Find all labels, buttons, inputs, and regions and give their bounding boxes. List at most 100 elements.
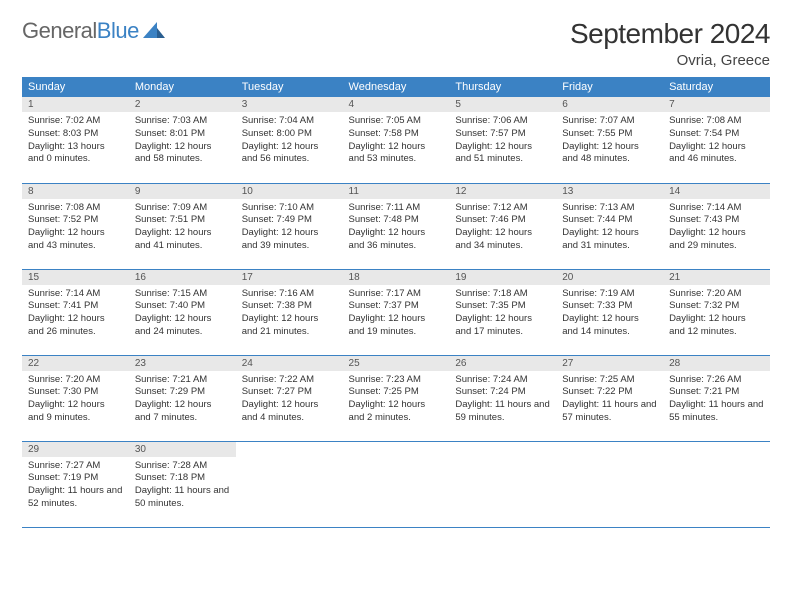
daylight-text: Daylight: 12 hours and 24 minutes. — [135, 313, 230, 339]
day-number: 12 — [449, 184, 556, 199]
day-body: Sunrise: 7:06 AMSunset: 7:57 PMDaylight:… — [449, 112, 556, 172]
calendar-row: 29Sunrise: 7:27 AMSunset: 7:19 PMDayligh… — [22, 441, 770, 527]
calendar-cell: 5Sunrise: 7:06 AMSunset: 7:57 PMDaylight… — [449, 97, 556, 183]
sunrise-text: Sunrise: 7:25 AM — [562, 374, 657, 387]
sunrise-text: Sunrise: 7:14 AM — [669, 202, 764, 215]
day-number: 30 — [129, 442, 236, 457]
day-number: 16 — [129, 270, 236, 285]
day-number: 14 — [663, 184, 770, 199]
calendar-row: 8Sunrise: 7:08 AMSunset: 7:52 PMDaylight… — [22, 183, 770, 269]
calendar-cell: 8Sunrise: 7:08 AMSunset: 7:52 PMDaylight… — [22, 183, 129, 269]
day-number: 24 — [236, 356, 343, 371]
sunset-text: Sunset: 7:51 PM — [135, 214, 230, 227]
calendar-cell: 20Sunrise: 7:19 AMSunset: 7:33 PMDayligh… — [556, 269, 663, 355]
sunset-text: Sunset: 7:27 PM — [242, 386, 337, 399]
calendar-cell: 30Sunrise: 7:28 AMSunset: 7:18 PMDayligh… — [129, 441, 236, 527]
daylight-text: Daylight: 12 hours and 21 minutes. — [242, 313, 337, 339]
sunrise-text: Sunrise: 7:05 AM — [349, 115, 444, 128]
sunrise-text: Sunrise: 7:28 AM — [135, 460, 230, 473]
sunrise-text: Sunrise: 7:08 AM — [669, 115, 764, 128]
daylight-text: Daylight: 12 hours and 7 minutes. — [135, 399, 230, 425]
day-body: Sunrise: 7:11 AMSunset: 7:48 PMDaylight:… — [343, 199, 450, 259]
sunrise-text: Sunrise: 7:14 AM — [28, 288, 123, 301]
day-number: 9 — [129, 184, 236, 199]
day-body: Sunrise: 7:05 AMSunset: 7:58 PMDaylight:… — [343, 112, 450, 172]
calendar-row: 1Sunrise: 7:02 AMSunset: 8:03 PMDaylight… — [22, 97, 770, 183]
calendar-cell: 3Sunrise: 7:04 AMSunset: 8:00 PMDaylight… — [236, 97, 343, 183]
day-body: Sunrise: 7:14 AMSunset: 7:41 PMDaylight:… — [22, 285, 129, 345]
day-number: 23 — [129, 356, 236, 371]
day-body: Sunrise: 7:20 AMSunset: 7:30 PMDaylight:… — [22, 371, 129, 431]
calendar-cell: 11Sunrise: 7:11 AMSunset: 7:48 PMDayligh… — [343, 183, 450, 269]
daylight-text: Daylight: 12 hours and 31 minutes. — [562, 227, 657, 253]
daylight-text: Daylight: 12 hours and 39 minutes. — [242, 227, 337, 253]
sunset-text: Sunset: 7:35 PM — [455, 300, 550, 313]
weekday-header: Saturday — [663, 77, 770, 97]
calendar-cell: .. — [663, 441, 770, 527]
day-number: 13 — [556, 184, 663, 199]
logo: GeneralBlue — [22, 18, 165, 44]
day-number: 22 — [22, 356, 129, 371]
sunset-text: Sunset: 7:37 PM — [349, 300, 444, 313]
day-number: 3 — [236, 97, 343, 112]
calendar-cell: 19Sunrise: 7:18 AMSunset: 7:35 PMDayligh… — [449, 269, 556, 355]
sunrise-text: Sunrise: 7:21 AM — [135, 374, 230, 387]
day-number: 15 — [22, 270, 129, 285]
day-number: 1 — [22, 97, 129, 112]
sunset-text: Sunset: 7:54 PM — [669, 128, 764, 141]
sunset-text: Sunset: 7:52 PM — [28, 214, 123, 227]
calendar-cell: .. — [343, 441, 450, 527]
sunset-text: Sunset: 7:57 PM — [455, 128, 550, 141]
calendar-cell: 28Sunrise: 7:26 AMSunset: 7:21 PMDayligh… — [663, 355, 770, 441]
day-body: Sunrise: 7:04 AMSunset: 8:00 PMDaylight:… — [236, 112, 343, 172]
calendar-cell: 9Sunrise: 7:09 AMSunset: 7:51 PMDaylight… — [129, 183, 236, 269]
day-body: Sunrise: 7:16 AMSunset: 7:38 PMDaylight:… — [236, 285, 343, 345]
calendar-cell: 7Sunrise: 7:08 AMSunset: 7:54 PMDaylight… — [663, 97, 770, 183]
day-body: Sunrise: 7:28 AMSunset: 7:18 PMDaylight:… — [129, 457, 236, 517]
calendar-cell: 26Sunrise: 7:24 AMSunset: 7:24 PMDayligh… — [449, 355, 556, 441]
sunrise-text: Sunrise: 7:13 AM — [562, 202, 657, 215]
calendar-cell: 29Sunrise: 7:27 AMSunset: 7:19 PMDayligh… — [22, 441, 129, 527]
sunset-text: Sunset: 7:48 PM — [349, 214, 444, 227]
day-number: 6 — [556, 97, 663, 112]
day-body: Sunrise: 7:08 AMSunset: 7:54 PMDaylight:… — [663, 112, 770, 172]
sunrise-text: Sunrise: 7:17 AM — [349, 288, 444, 301]
day-number: 26 — [449, 356, 556, 371]
day-body: Sunrise: 7:22 AMSunset: 7:27 PMDaylight:… — [236, 371, 343, 431]
day-body: Sunrise: 7:10 AMSunset: 7:49 PMDaylight:… — [236, 199, 343, 259]
daylight-text: Daylight: 13 hours and 0 minutes. — [28, 141, 123, 167]
calendar-cell: 17Sunrise: 7:16 AMSunset: 7:38 PMDayligh… — [236, 269, 343, 355]
daylight-text: Daylight: 12 hours and 41 minutes. — [135, 227, 230, 253]
weekday-header: Sunday — [22, 77, 129, 97]
sunrise-text: Sunrise: 7:03 AM — [135, 115, 230, 128]
sunrise-text: Sunrise: 7:02 AM — [28, 115, 123, 128]
day-body: Sunrise: 7:24 AMSunset: 7:24 PMDaylight:… — [449, 371, 556, 431]
weekday-header: Friday — [556, 77, 663, 97]
calendar-cell: 24Sunrise: 7:22 AMSunset: 7:27 PMDayligh… — [236, 355, 343, 441]
sunset-text: Sunset: 7:32 PM — [669, 300, 764, 313]
sunset-text: Sunset: 7:38 PM — [242, 300, 337, 313]
sunrise-text: Sunrise: 7:15 AM — [135, 288, 230, 301]
sunrise-text: Sunrise: 7:07 AM — [562, 115, 657, 128]
calendar-cell: 10Sunrise: 7:10 AMSunset: 7:49 PMDayligh… — [236, 183, 343, 269]
sunrise-text: Sunrise: 7:04 AM — [242, 115, 337, 128]
daylight-text: Daylight: 12 hours and 17 minutes. — [455, 313, 550, 339]
calendar-cell: .. — [449, 441, 556, 527]
daylight-text: Daylight: 12 hours and 29 minutes. — [669, 227, 764, 253]
day-number: 11 — [343, 184, 450, 199]
day-body: Sunrise: 7:18 AMSunset: 7:35 PMDaylight:… — [449, 285, 556, 345]
day-body: Sunrise: 7:14 AMSunset: 7:43 PMDaylight:… — [663, 199, 770, 259]
day-body: Sunrise: 7:25 AMSunset: 7:22 PMDaylight:… — [556, 371, 663, 431]
daylight-text: Daylight: 12 hours and 43 minutes. — [28, 227, 123, 253]
sunrise-text: Sunrise: 7:27 AM — [28, 460, 123, 473]
title-block: September 2024 Ovria, Greece — [570, 18, 770, 69]
day-number: 7 — [663, 97, 770, 112]
weekday-header: Wednesday — [343, 77, 450, 97]
daylight-text: Daylight: 12 hours and 36 minutes. — [349, 227, 444, 253]
calendar-cell: 14Sunrise: 7:14 AMSunset: 7:43 PMDayligh… — [663, 183, 770, 269]
day-number: 28 — [663, 356, 770, 371]
sunrise-text: Sunrise: 7:11 AM — [349, 202, 444, 215]
day-body: Sunrise: 7:20 AMSunset: 7:32 PMDaylight:… — [663, 285, 770, 345]
calendar-head: Sunday Monday Tuesday Wednesday Thursday… — [22, 77, 770, 97]
day-number: 4 — [343, 97, 450, 112]
